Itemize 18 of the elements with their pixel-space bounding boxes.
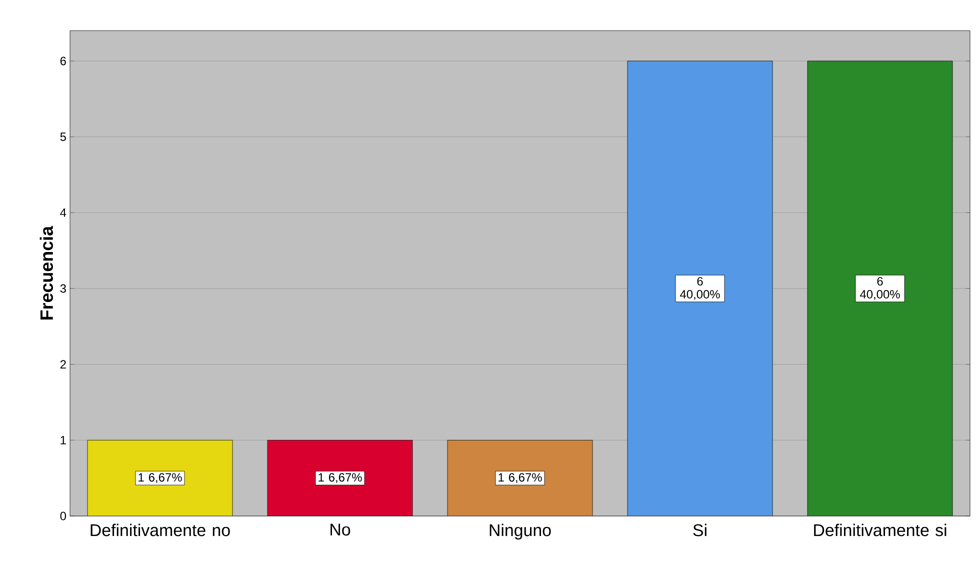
x-tick-label: Ninguno <box>490 524 551 540</box>
x-tick-label: Si <box>693 524 706 536</box>
x-tick-label: No <box>330 524 350 536</box>
y-tick-label: 6 <box>60 56 66 66</box>
y-tick-label: 2 <box>60 360 66 369</box>
data-label: 6 40,00% <box>860 277 900 300</box>
y-tick-label: 3 <box>60 284 66 293</box>
data-label: 1 6,67% <box>138 473 182 484</box>
y-tick-label: 1 <box>60 436 66 444</box>
y-tick-label: 4 <box>60 208 66 217</box>
x-tick-label: Definitivamente si <box>814 524 946 536</box>
y-tick-label: 0 <box>60 512 66 520</box>
data-label: 1 6,67% <box>318 473 362 484</box>
data-label: 6 40,00% <box>680 277 720 300</box>
x-tick-label: Definitivamente no <box>90 524 230 536</box>
y-tick-label: 5 <box>60 132 66 141</box>
data-label: 1 6,67% <box>498 473 542 484</box>
y-axis-title: Frecuencia <box>40 226 53 320</box>
